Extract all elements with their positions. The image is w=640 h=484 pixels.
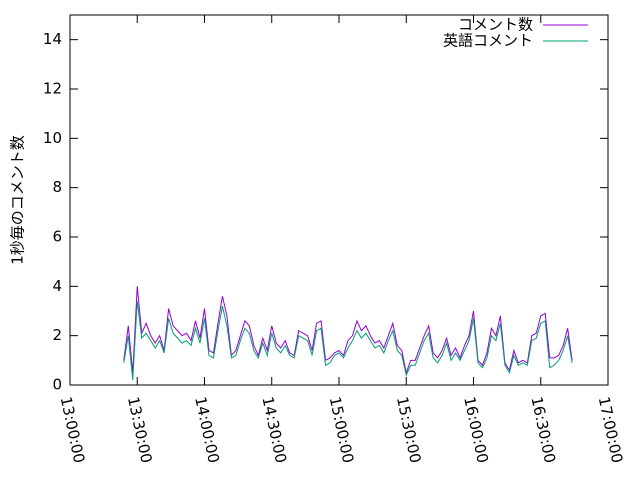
y-tick-label: 2 — [52, 326, 62, 344]
y-tick-label: 4 — [52, 277, 62, 295]
y-axis-label: 1秒毎のコメント数 — [9, 135, 27, 265]
series-line — [123, 286, 573, 375]
legend-label: コメント数 — [458, 16, 533, 34]
y-tick-label: 8 — [52, 178, 62, 196]
y-tick-label: 0 — [52, 376, 62, 394]
y-tick-label: 10 — [43, 129, 62, 147]
legend-label: 英語コメント — [443, 32, 533, 50]
y-tick-label: 12 — [43, 80, 62, 98]
y-tick-label: 14 — [43, 30, 62, 48]
plot-border — [69, 14, 609, 386]
series-line — [123, 301, 573, 381]
y-tick-label: 6 — [52, 228, 62, 246]
